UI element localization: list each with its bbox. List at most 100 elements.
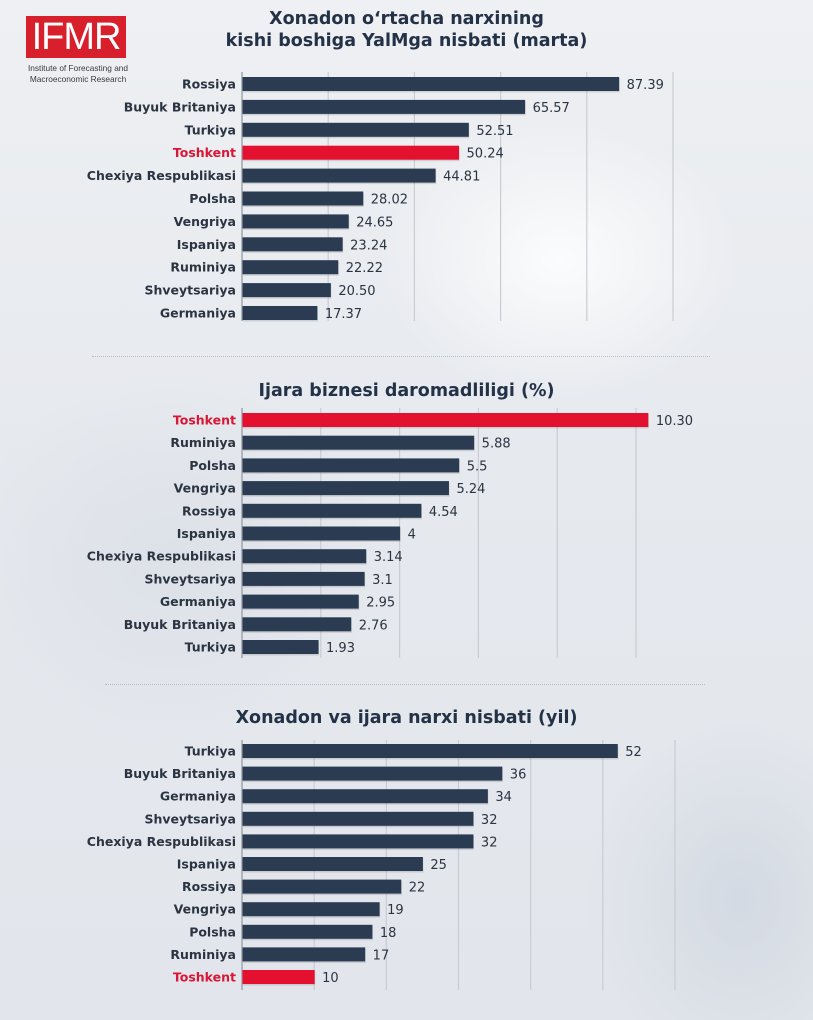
value-label: 17.37 [325,307,362,322]
bar-germaniya [242,306,318,320]
category-label: Shveytsariya [144,811,236,826]
category-label: Buyuk Britaniya [124,617,236,632]
category-label: Vengriya [174,214,236,229]
value-label: 20.50 [338,284,375,299]
bar-buyuk-britaniya [242,766,503,781]
category-label: Chexiya Respublikasi [87,168,236,183]
value-label: 28.02 [371,193,408,208]
value-label: 36 [510,768,527,783]
bar-germaniya [242,789,488,804]
category-label: Turkiya [185,744,236,759]
bar-shveytsariya [242,571,365,586]
chart2: Toshkent 10.30 Ruminiya 5.88 Polsha 5.5 Vengri… [87,408,693,658]
bar-chexiya-respublikasi [242,549,367,564]
bar-toshkent [242,145,460,160]
bar-chexiya-respublikasi [242,834,474,849]
category-label: Turkiya [185,122,236,137]
value-label: 17 [373,948,390,963]
bar-ruminiya [242,947,366,962]
bar-ruminiya [242,435,475,450]
bar-germaniya [242,594,359,609]
bar-toshkent [242,970,315,984]
value-label: 52.51 [476,124,513,139]
value-label: 2.95 [366,596,395,611]
value-label: 3.14 [374,550,403,565]
category-label: Buyuk Britaniya [124,766,236,781]
bar-vengriya [242,902,380,917]
category-label: Germaniya [160,306,236,321]
value-label: 25 [430,858,447,873]
chart1: Rossiya 87.39 Buyuk Britaniya 65.57 Turkiya 5… [87,72,674,322]
bar-toshkent [242,413,649,427]
value-label: 23.24 [350,238,387,253]
bar-buyuk-britaniya [242,99,526,114]
category-label: Ruminiya [170,947,236,962]
value-label: 50.24 [467,147,504,162]
bar-rossiya [242,503,422,518]
category-label: Ruminiya [170,435,236,450]
value-label: 10.30 [656,414,693,429]
section-separator-2 [105,684,705,685]
category-label: Toshkent [173,413,236,428]
value-label: 24.65 [356,215,393,230]
value-label: 19 [387,903,404,918]
category-label: Ispaniya [177,237,236,252]
category-label: Vengriya [174,481,236,496]
chart3-title: Xonadon va ijara narxi nisbati (yil) [0,707,813,729]
bar-vengriya [242,481,449,496]
category-label: Rossiya [182,77,236,92]
bar-polsha [242,924,373,939]
category-label: Rossiya [182,503,236,518]
category-label: Chexiya Respublikasi [87,834,236,849]
ifmr-logo: IFMR Institute of Forecasting and Macroe… [26,16,128,85]
chart1-title: Xonadon o‘rtacha narxining kishi boshiga… [0,8,813,52]
category-label: Germaniya [160,789,236,804]
value-label: 22.22 [346,261,383,276]
category-label: Turkiya [185,640,236,655]
value-label: 52 [625,745,642,760]
chart1-title-line1: Xonadon o‘rtacha narxining [269,9,544,29]
bar-turkiya [242,640,319,654]
logo-subtitle-line2: Macroeconomic Research [29,74,127,84]
chart2-title: Ijara biznesi daromadliligi (%) [0,380,813,402]
bar-turkiya [242,744,618,758]
chart3: Turkiya 52 Buyuk Britaniya 36 Germaniya 34 Shv… [87,740,676,990]
value-label: 32 [481,835,498,850]
bar-chexiya-respublikasi [242,168,436,183]
category-label: Polsha [189,191,236,206]
bar-ruminiya [242,260,339,275]
category-label: Buyuk Britaniya [124,99,236,114]
value-label: 4.54 [429,505,458,520]
category-label: Vengriya [174,902,236,917]
bar-rossiya [242,879,402,894]
category-label: Rossiya [182,879,236,894]
value-label: 22 [409,881,426,896]
logo-subtitle-line1: Institute of Forecasting and [27,63,129,73]
bar-shveytsariya [242,283,331,298]
bar-turkiya [242,122,469,137]
value-label: 65.57 [533,101,570,116]
category-label: Ispaniya [177,857,236,872]
category-label: Toshkent [173,970,236,985]
bar-rossiya [242,77,620,91]
category-label: Chexiya Respublikasi [87,549,236,564]
value-label: 18 [380,926,397,941]
logo-subtitle: Institute of Forecasting and Macroeconom… [26,63,130,85]
chart1-title-line2: kishi boshiga YalMga nisbati (marta) [225,31,588,51]
value-label: 44.81 [443,170,480,185]
bar-shveytsariya [242,811,474,826]
value-label: 10 [322,971,339,986]
bar-ispaniya [242,237,343,252]
logo-mark: IFMR [26,16,126,58]
category-label: Ruminiya [170,260,236,275]
category-label: Polsha [189,458,236,473]
value-label: 4 [408,528,416,543]
value-label: 32 [481,813,498,828]
bar-ispaniya [242,526,401,541]
value-label: 2.76 [359,618,388,633]
value-label: 87.39 [627,78,664,93]
chart3-title-line1: Xonadon va ijara narxi nisbati (yil) [235,708,578,728]
category-label: Toshkent [173,145,236,160]
bar-vengriya [242,214,349,229]
